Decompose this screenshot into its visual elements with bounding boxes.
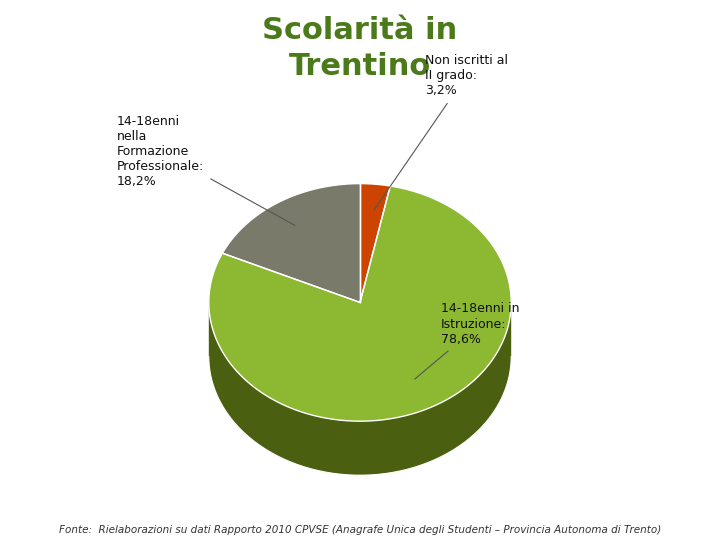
Polygon shape bbox=[222, 184, 360, 302]
Polygon shape bbox=[209, 302, 511, 475]
Polygon shape bbox=[360, 184, 390, 302]
Text: Scolarità in
Trentino: Scolarità in Trentino bbox=[262, 16, 458, 81]
Text: Fonte:  Rielaborazioni su dati Rapporto 2010 CPVSE (Anagrafe Unica degli Student: Fonte: Rielaborazioni su dati Rapporto 2… bbox=[59, 524, 661, 535]
Text: 14-18enni in
Istruzione:
78,6%: 14-18enni in Istruzione: 78,6% bbox=[415, 302, 520, 379]
Text: 14-18enni
nella
Formazione
Professionale:
18,2%: 14-18enni nella Formazione Professionale… bbox=[117, 114, 295, 226]
Text: Non iscritti al
II grado:
3,2%: Non iscritti al II grado: 3,2% bbox=[374, 54, 508, 210]
Polygon shape bbox=[209, 186, 511, 421]
